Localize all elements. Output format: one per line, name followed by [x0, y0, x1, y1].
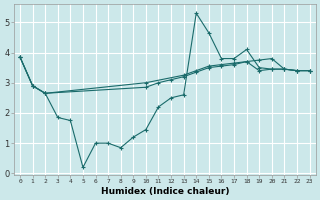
X-axis label: Humidex (Indice chaleur): Humidex (Indice chaleur): [100, 187, 229, 196]
